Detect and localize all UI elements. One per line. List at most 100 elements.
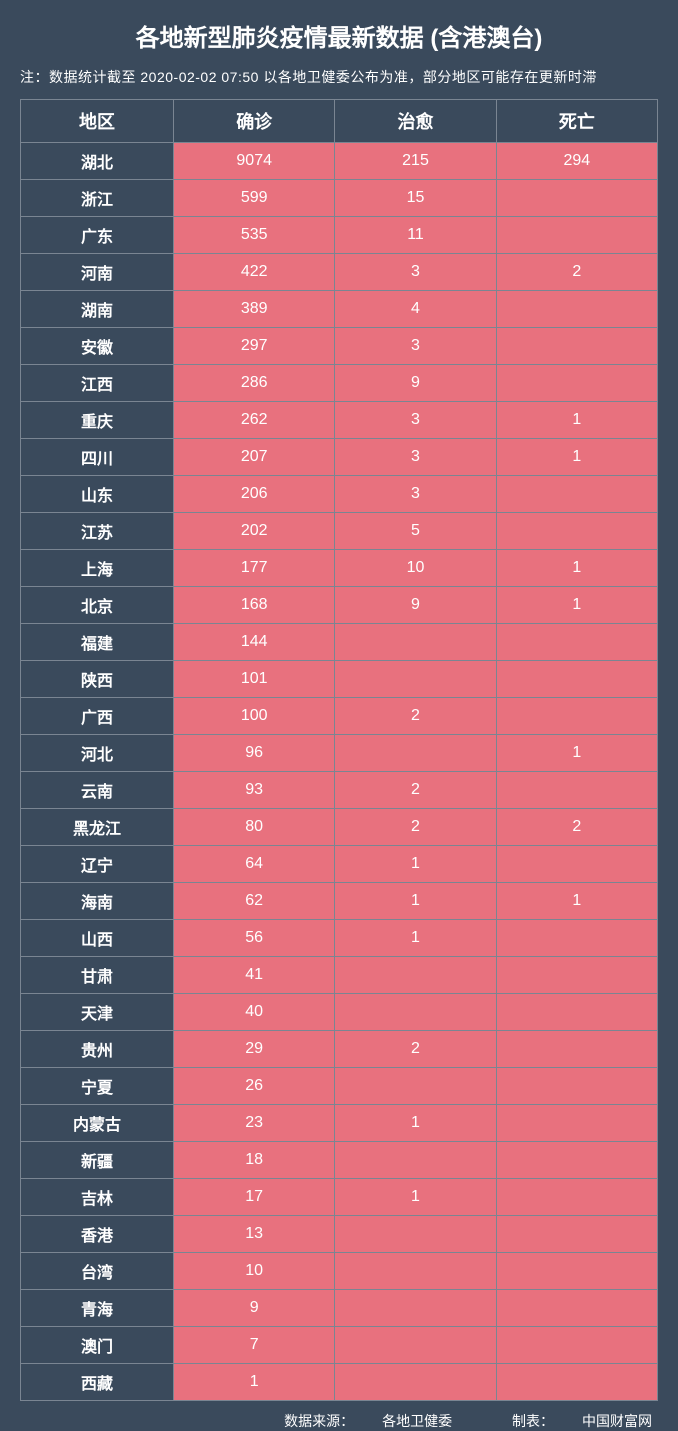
cell-region: 贵州 [21,1031,174,1068]
cell-death [496,994,657,1031]
cell-cured: 2 [335,809,496,846]
table-row: 西藏1 [21,1364,658,1401]
cell-confirmed: 297 [174,328,335,365]
table-row: 湖南3894 [21,291,658,328]
table-row: 山西561 [21,920,658,957]
cell-region: 北京 [21,587,174,624]
note-text: 注：数据统计截至 2020-02-02 07:50 以各地卫健委公布为准，部分地… [20,67,658,87]
cell-cured [335,1216,496,1253]
cell-cured [335,1253,496,1290]
cell-region: 江苏 [21,513,174,550]
table-row: 浙江59915 [21,180,658,217]
cell-confirmed: 18 [174,1142,335,1179]
cell-death [496,957,657,994]
table-row: 安徽2973 [21,328,658,365]
table-row: 贵州292 [21,1031,658,1068]
cell-region: 台湾 [21,1253,174,1290]
cell-region: 山西 [21,920,174,957]
table-row: 北京16891 [21,587,658,624]
cell-confirmed: 41 [174,957,335,994]
cell-confirmed: 62 [174,883,335,920]
table-row: 四川20731 [21,439,658,476]
data-table: 地区 确诊 治愈 死亡 湖北9074215294浙江59915广东53511河南… [20,99,658,1401]
cell-cured: 10 [335,550,496,587]
cell-death [496,920,657,957]
col-region: 地区 [21,100,174,143]
cell-confirmed: 93 [174,772,335,809]
cell-cured: 2 [335,698,496,735]
cell-confirmed: 144 [174,624,335,661]
table-row: 河南42232 [21,254,658,291]
cell-region: 海南 [21,883,174,920]
cell-cured: 11 [335,217,496,254]
cell-death [496,772,657,809]
cell-region: 吉林 [21,1179,174,1216]
cell-death [496,1216,657,1253]
cell-cured [335,1142,496,1179]
cell-death [496,1105,657,1142]
cell-region: 河南 [21,254,174,291]
cell-death: 1 [496,587,657,624]
cell-cured: 1 [335,846,496,883]
cell-region: 宁夏 [21,1068,174,1105]
table-row: 吉林171 [21,1179,658,1216]
cell-death [496,1068,657,1105]
cell-death [496,1327,657,1364]
cell-region: 新疆 [21,1142,174,1179]
table-row: 新疆18 [21,1142,658,1179]
cell-cured [335,957,496,994]
cell-confirmed: 10 [174,1253,335,1290]
cell-confirmed: 202 [174,513,335,550]
cell-region: 辽宁 [21,846,174,883]
cell-death [496,365,657,402]
cell-region: 广西 [21,698,174,735]
table-row: 福建144 [21,624,658,661]
cell-confirmed: 177 [174,550,335,587]
cell-death [496,698,657,735]
cell-death: 294 [496,143,657,180]
cell-death: 1 [496,402,657,439]
cell-death [496,1179,657,1216]
cell-region: 云南 [21,772,174,809]
table-row: 江西2869 [21,365,658,402]
table-row: 广西1002 [21,698,658,735]
cell-death: 1 [496,439,657,476]
cell-confirmed: 26 [174,1068,335,1105]
cell-confirmed: 13 [174,1216,335,1253]
cell-confirmed: 56 [174,920,335,957]
cell-region: 江西 [21,365,174,402]
cell-death [496,291,657,328]
cell-cured [335,994,496,1031]
table-row: 香港13 [21,1216,658,1253]
cell-region: 青海 [21,1290,174,1327]
cell-region: 上海 [21,550,174,587]
cell-confirmed: 599 [174,180,335,217]
col-confirmed: 确诊 [174,100,335,143]
table-row: 上海177101 [21,550,658,587]
cell-region: 广东 [21,217,174,254]
cell-death [496,328,657,365]
cell-region: 澳门 [21,1327,174,1364]
cell-cured: 3 [335,254,496,291]
cell-death: 2 [496,254,657,291]
cell-confirmed: 29 [174,1031,335,1068]
cell-death [496,1031,657,1068]
cell-cured: 2 [335,1031,496,1068]
cell-confirmed: 9074 [174,143,335,180]
cell-cured [335,1364,496,1401]
cell-region: 河北 [21,735,174,772]
table-header-row: 地区 确诊 治愈 死亡 [21,100,658,143]
maker: 制表：中国财富网 [484,1413,652,1429]
cell-confirmed: 100 [174,698,335,735]
source: 数据来源：各地卫健委 [256,1413,452,1429]
cell-death [496,1364,657,1401]
cell-death [496,624,657,661]
table-row: 陕西101 [21,661,658,698]
cell-region: 福建 [21,624,174,661]
cell-region: 香港 [21,1216,174,1253]
cell-death: 1 [496,550,657,587]
cell-region: 湖南 [21,291,174,328]
cell-region: 浙江 [21,180,174,217]
table-row: 甘肃41 [21,957,658,994]
cell-confirmed: 535 [174,217,335,254]
